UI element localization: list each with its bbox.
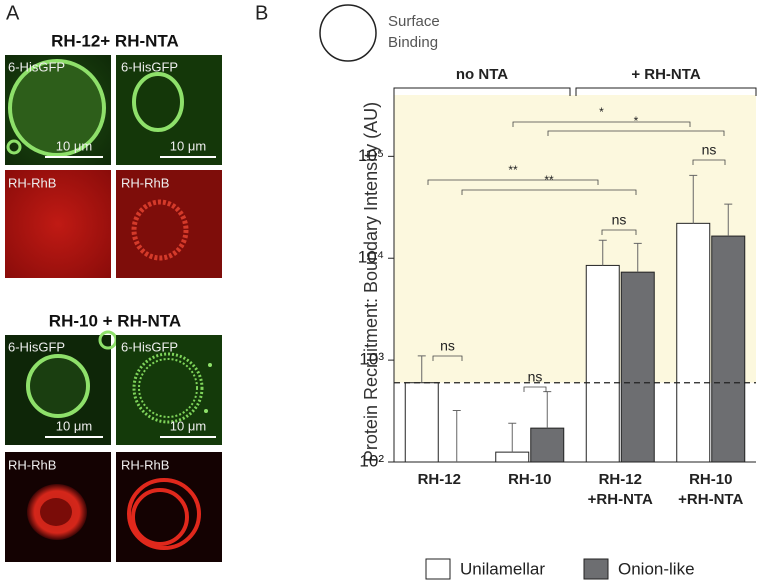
significance-label: ns — [440, 338, 455, 354]
bar — [585, 264, 620, 463]
significance-bracket — [601, 229, 637, 235]
y-axis-label: Protein Recruitment: Boundary Intensity … — [361, 102, 381, 462]
error-bar — [689, 174, 698, 224]
bar — [676, 222, 711, 463]
significance-bracket — [512, 121, 691, 127]
significance-label: ns — [612, 212, 627, 228]
group-label: + RH-NTA — [631, 66, 700, 83]
y-tick-label: 10² — [359, 451, 384, 470]
note: Binding — [388, 34, 438, 51]
scale-label: 10 μm — [56, 418, 92, 433]
error-bar — [543, 391, 552, 429]
scale-label: 10 μm — [56, 138, 92, 153]
significance-label: ns — [528, 369, 543, 385]
bar — [620, 271, 655, 463]
image-label: 6-HisGFP — [8, 339, 65, 354]
image-label: 6-HisGFP — [121, 59, 178, 74]
error-bar — [452, 410, 461, 462]
group-bracket — [393, 87, 571, 96]
group-bracket — [575, 87, 757, 96]
error-bar — [598, 239, 607, 266]
significance-bracket — [461, 189, 637, 195]
bar — [711, 235, 746, 463]
error-bar — [508, 422, 517, 453]
note-symbol — [319, 4, 377, 62]
panel-title: RH-10 + RH-NTA — [49, 311, 181, 330]
significance-label: ** — [544, 173, 554, 187]
x-tick-sublabel: +RH-NTA — [678, 491, 743, 508]
error-bar — [417, 355, 426, 383]
x-tick-label: RH-10 — [689, 471, 732, 488]
micrographs — [5, 55, 222, 562]
legend-label: Onion-like — [618, 559, 695, 578]
bar — [404, 382, 439, 463]
image-label: RH-RhB — [8, 457, 56, 472]
y-tick-label: 10⁴ — [358, 248, 384, 267]
error-bar — [633, 242, 642, 273]
significance-bracket — [547, 130, 725, 136]
y-tick-label: 10⁵ — [358, 146, 384, 165]
bar — [495, 451, 530, 463]
note: Surface — [388, 13, 440, 30]
legend-swatch — [583, 558, 609, 580]
image-label: RH-RhB — [121, 457, 169, 472]
panel-letter: A — [6, 2, 20, 24]
image-label: RH-RhB — [8, 175, 56, 190]
image-label: 6-HisGFP — [121, 339, 178, 354]
legend-swatch — [425, 558, 451, 580]
significance-bracket — [692, 159, 726, 165]
panel-title: RH-12+ RH-NTA — [51, 31, 179, 50]
image-label: 6-HisGFP — [8, 59, 65, 74]
significance-bracket — [432, 355, 463, 361]
significance-label: * — [634, 114, 639, 128]
significance-label: ** — [508, 163, 518, 177]
error-bar — [724, 203, 733, 237]
scale-label: 10 μm — [170, 418, 206, 433]
significance-bracket — [427, 179, 599, 185]
bar — [530, 427, 565, 463]
x-tick-label: RH-12 — [418, 471, 461, 488]
image-label: RH-RhB — [121, 175, 169, 190]
x-tick-label: RH-12 — [599, 471, 642, 488]
scale-label: 10 μm — [170, 138, 206, 153]
y-tick-label: 10³ — [359, 350, 384, 369]
x-tick-sublabel: +RH-NTA — [588, 491, 653, 508]
legend-label: Unilamellar — [460, 559, 545, 578]
group-label: no NTA — [456, 66, 508, 83]
significance-label: * — [599, 105, 604, 119]
x-tick-label: RH-10 — [508, 471, 551, 488]
panel-letter: B — [255, 2, 268, 24]
significance-bracket — [523, 386, 547, 392]
significance-label: ns — [702, 142, 717, 158]
